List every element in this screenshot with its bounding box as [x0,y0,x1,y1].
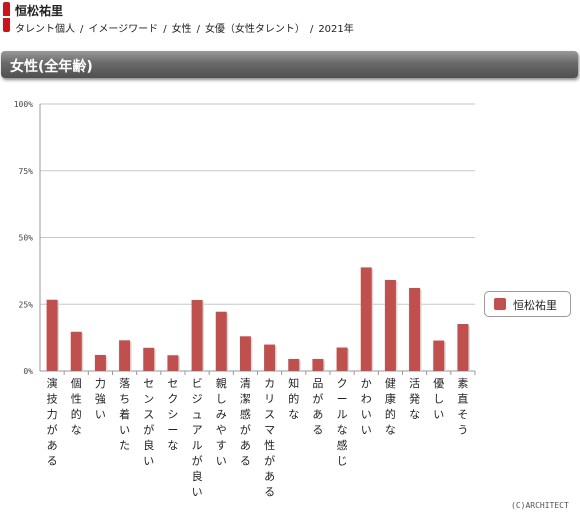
breadcrumb-item[interactable]: タレント個人 [15,24,75,35]
copyright: (C)ARCHITECT [511,501,569,510]
x-tick-label: 個性的な [71,377,82,437]
bar [94,354,106,371]
y-tick-label: 100% [14,100,33,109]
x-tick-label: かわいい [361,377,372,437]
y-tick-label: 50% [19,234,34,243]
x-tick-label: センスが良い [143,377,154,468]
x-tick-label: 知的な [288,376,299,421]
y-tick-label: 25% [19,300,34,309]
x-tick-label: 健康的な [385,377,396,437]
bar [288,358,300,371]
bar [215,311,227,371]
x-tick-label: 力強い [95,377,106,421]
y-tick-label: 0% [23,367,33,376]
bar [143,347,155,371]
x-tick-label: 親しみやすい [216,377,227,468]
bar [239,336,251,371]
x-tick-label: 優しい [433,377,444,421]
bar [384,279,396,371]
x-tick-label: 清潔感がある [240,377,251,468]
bar [264,344,276,371]
x-tick-label: カリスマ性がある [264,377,275,499]
bar [336,347,348,371]
bar [167,355,179,371]
legend-label: 恒松祐里 [513,299,557,312]
bar [457,324,469,371]
bar [409,287,421,371]
bar [312,358,324,371]
breadcrumb-item[interactable]: 女性 [171,24,192,35]
bar [70,331,82,371]
chart-legend: 恒松祐里 [484,291,571,317]
x-tick-label: 素直そう [457,377,468,437]
breadcrumb: タレント個人 / イメージワード / 女性 / 女優（女性タレント）/2021年 [15,24,354,35]
legend-swatch [494,298,506,310]
breadcrumb-item[interactable]: 女優（女性タレント） [204,24,305,35]
x-tick-label: ビジュアルが良い [192,377,203,499]
bar [119,340,131,371]
bar [360,267,372,371]
x-tick-label: 落ち着いた [119,377,130,452]
breadcrumb-item[interactable]: イメージワード [88,24,159,35]
x-tick-label: 品がある [312,377,323,437]
bar [433,340,445,371]
x-tick-label: 演技力がある [47,376,58,468]
y-tick-label: 75% [19,167,34,176]
x-tick-label: クールな感じ [337,377,348,468]
talent-name: 恒松祐里 [15,4,64,18]
bar [191,299,203,371]
bar [46,299,58,371]
section-title: 女性(全年齢) [10,59,93,75]
x-tick-label: セクシーな [167,377,178,452]
header-accent-mark [3,2,10,32]
section-title-bar: 女性(全年齢) [1,51,578,78]
breadcrumb-item[interactable]: 2021年 [318,24,354,35]
x-tick-label: 活発な [409,377,420,421]
